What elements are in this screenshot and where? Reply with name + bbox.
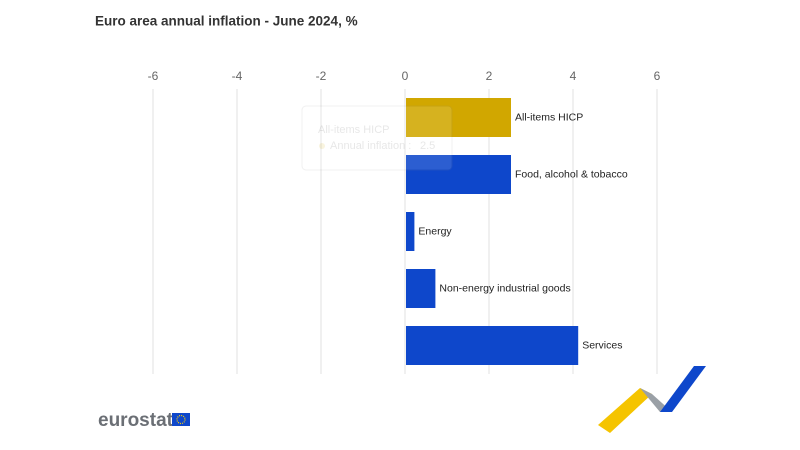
tooltip: All-items HICP Annual inflation : 2.5	[301, 105, 453, 171]
tooltip-title: All-items HICP	[318, 124, 390, 136]
x-tick-label: -2	[316, 69, 327, 83]
tooltip-value: 2.5	[420, 140, 435, 152]
x-tick-label: 0	[402, 69, 409, 83]
category-label: Non-energy industrial goods	[439, 282, 570, 294]
tooltip-box	[301, 105, 453, 171]
category-label: Services	[582, 339, 622, 351]
decoration	[598, 366, 706, 433]
x-tick-label: -4	[232, 69, 243, 83]
x-tick-label: 4	[570, 69, 577, 83]
deco-blue	[660, 366, 706, 412]
bar	[406, 269, 436, 308]
tooltip-label: Annual inflation :	[330, 140, 411, 152]
chart-title: Euro area annual inflation - June 2024, …	[95, 14, 358, 29]
deco-grey	[640, 388, 672, 412]
bar	[406, 326, 579, 365]
grid: -6 -4 -2 0 2 4 6	[148, 69, 661, 374]
bars: All-items HICP Food, alcohol & tobacco Ene…	[406, 98, 628, 365]
bar	[406, 212, 415, 251]
category-label: Energy	[418, 225, 452, 237]
eu-stars	[176, 414, 186, 425]
deco-yellow	[598, 388, 652, 433]
bar	[406, 155, 511, 194]
x-tick-label: -6	[148, 69, 159, 83]
tooltip-dot	[319, 143, 325, 149]
bar	[406, 98, 511, 137]
eu-flag	[172, 413, 190, 426]
category-label: All-items HICP	[515, 111, 583, 123]
x-tick-label: 2	[486, 69, 493, 83]
category-label: Food, alcohol & tobacco	[515, 168, 628, 180]
logo-text: eurostat	[98, 410, 174, 431]
x-tick-label: 6	[654, 69, 661, 83]
